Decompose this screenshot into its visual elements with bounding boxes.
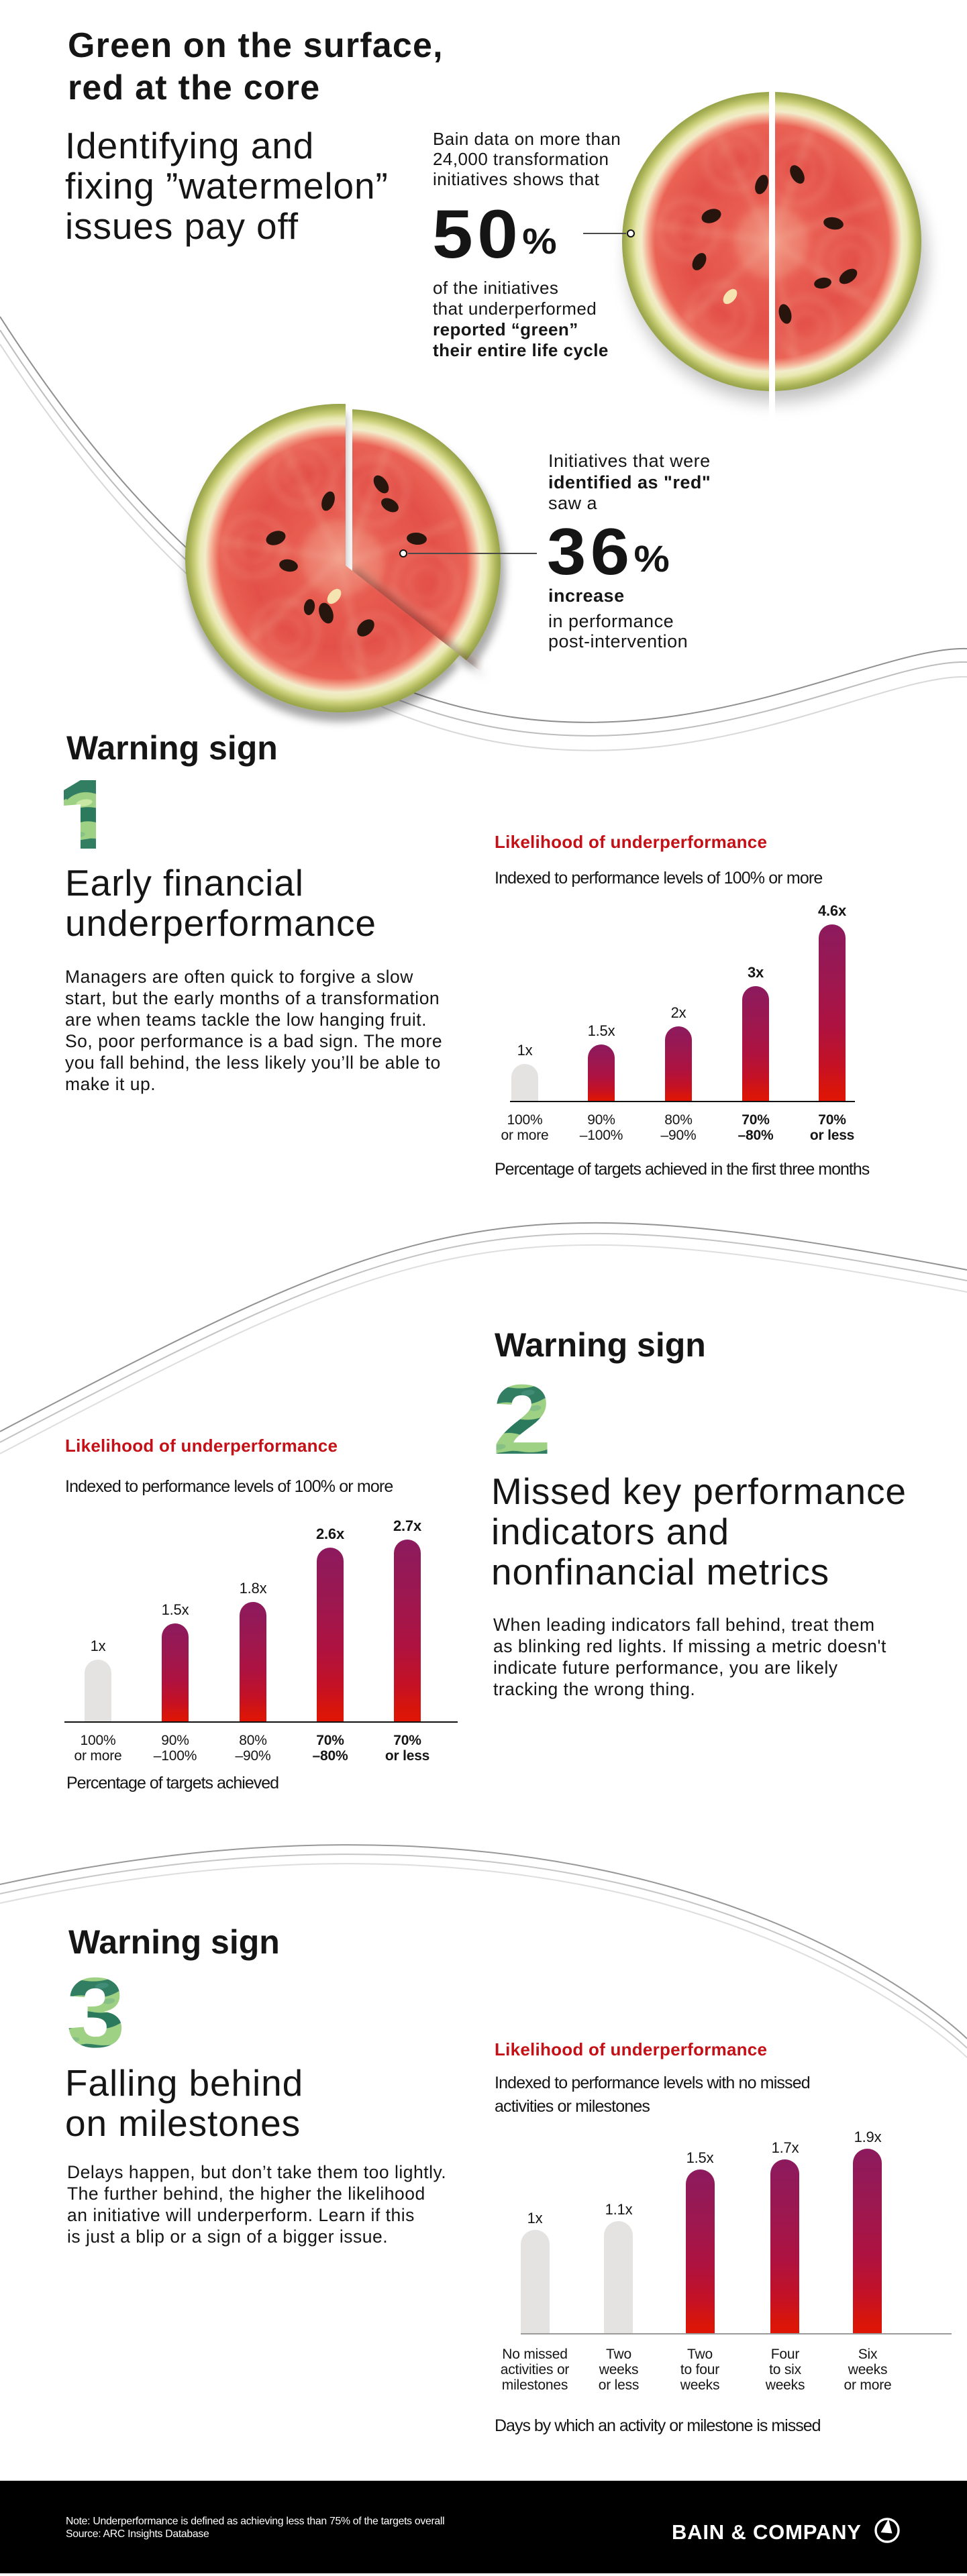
svg-text:3: 3	[66, 1962, 125, 2055]
svg-text:2: 2	[493, 1368, 552, 1462]
